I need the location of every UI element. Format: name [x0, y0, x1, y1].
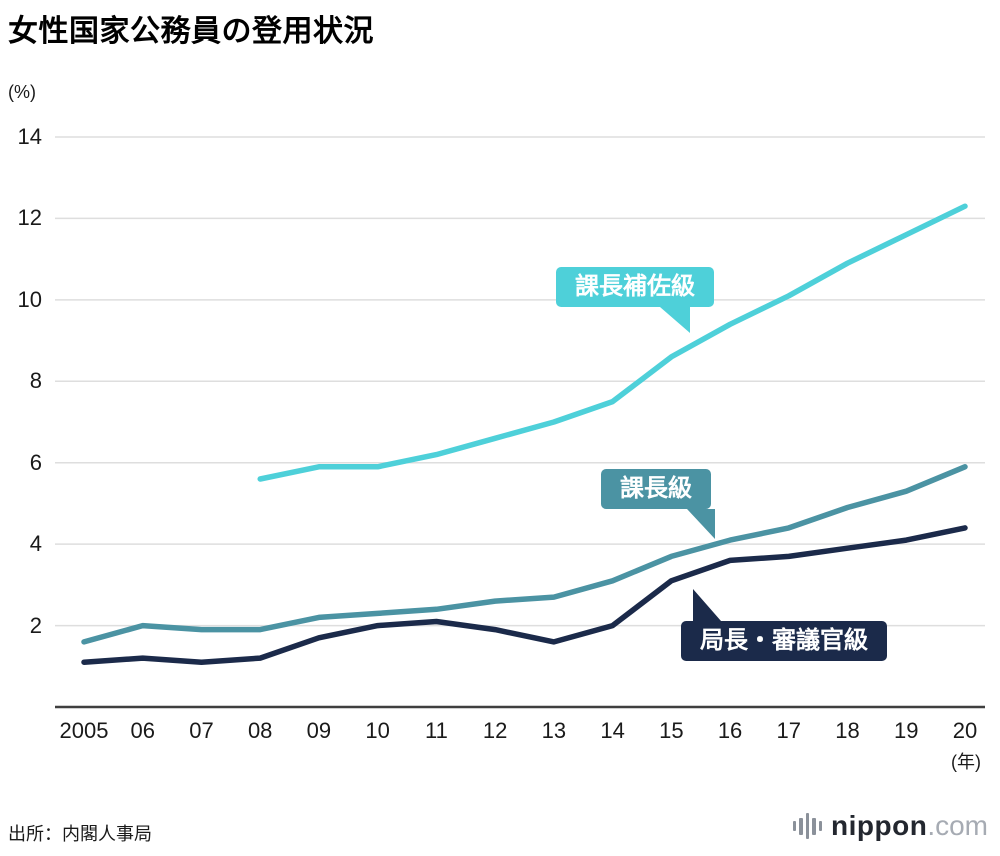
y-axis-tick-label: 10 — [17, 286, 42, 312]
x-axis-tick-label: 11 — [424, 718, 448, 743]
page-title: 女性国家公務員の登用状況 — [8, 15, 374, 48]
x-axis-tick-label: 09 — [306, 718, 332, 743]
x-axis-tick-label: 07 — [189, 718, 214, 743]
series-label-assistant-director-level: 課長補佐級 — [556, 267, 714, 333]
nippon-logo: nippon.com — [792, 810, 988, 842]
logo-name: nippon — [831, 810, 928, 841]
y-axis-tick-label: 2 — [29, 612, 42, 638]
y-axis-unit-label: (%) — [8, 82, 36, 102]
x-axis-tick-label: 13 — [541, 718, 567, 743]
x-axis-tick-label: 12 — [482, 718, 508, 743]
x-axis-tick-label: 14 — [600, 718, 625, 743]
x-axis-tick-label: 10 — [365, 718, 390, 743]
x-axis-tick-label: 20 — [952, 718, 978, 743]
x-axis-tick-label: 08 — [247, 718, 273, 743]
y-axis-tick-label: 6 — [29, 449, 42, 475]
x-axis-tick-label: 15 — [659, 718, 684, 743]
x-axis-tick-label: 2005 — [59, 718, 109, 743]
x-axis-unit-label: (年) — [951, 752, 981, 772]
series-label-text: 課長補佐級 — [575, 273, 695, 300]
x-axis-tick-label: 18 — [835, 718, 860, 743]
y-axis-tick-label: 14 — [17, 124, 42, 149]
logo-domain: .com — [927, 810, 988, 841]
y-axis-tick-label: 12 — [17, 205, 42, 231]
y-axis-tick-label: 4 — [29, 531, 42, 557]
series-label-text: 課長級 — [620, 475, 692, 502]
series-label-text: 局長・審議官級 — [700, 627, 868, 654]
x-axis-tick-label: 06 — [130, 718, 155, 743]
y-axis-tick-label: 8 — [29, 368, 42, 394]
x-axis-tick-label: 19 — [894, 718, 919, 743]
x-axis-tick-label: 17 — [776, 718, 802, 743]
source-label: 出所：内閣人事局 — [8, 824, 152, 844]
sound-bars-icon — [792, 811, 823, 841]
series-label-director-general-level: 局長・審議官級 — [681, 589, 887, 661]
x-axis-tick-label: 16 — [717, 718, 743, 743]
series-label-director-level: 課長級 — [601, 469, 715, 539]
